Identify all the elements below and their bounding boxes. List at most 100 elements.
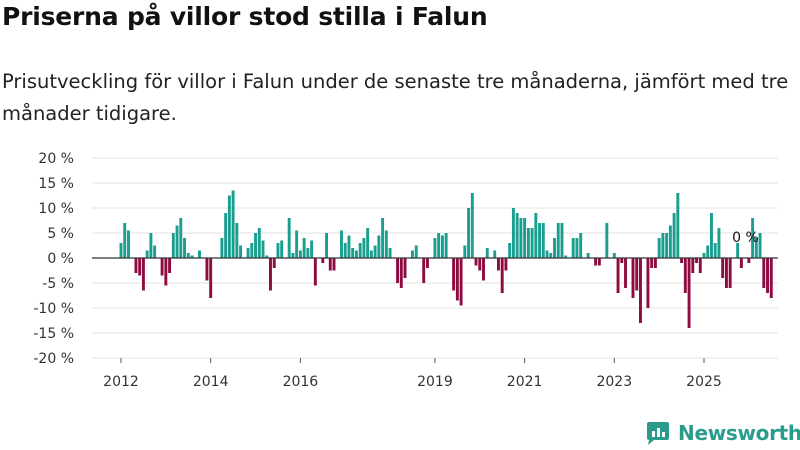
bar — [257, 228, 261, 258]
bar — [328, 258, 332, 271]
bar — [276, 243, 280, 258]
bar — [224, 213, 228, 258]
bar — [138, 258, 142, 276]
bar — [119, 243, 123, 258]
bar — [145, 250, 149, 258]
bar — [672, 213, 676, 258]
bar — [612, 253, 616, 258]
x-tick-label: 2019 — [417, 374, 453, 390]
bar — [325, 233, 328, 258]
y-tick-label: 5 % — [47, 226, 74, 242]
bar — [762, 258, 766, 288]
bar — [134, 258, 138, 273]
bar — [269, 258, 272, 291]
bar — [313, 258, 317, 286]
bar — [680, 258, 684, 263]
bar — [504, 258, 508, 271]
bar — [302, 238, 306, 258]
bar — [515, 213, 519, 258]
bar — [467, 208, 471, 258]
bar — [657, 238, 661, 258]
bar — [560, 223, 564, 258]
bar — [306, 248, 310, 258]
y-tick-label: -20 % — [33, 351, 74, 367]
bar — [227, 195, 231, 258]
bar — [153, 245, 157, 258]
bar — [272, 258, 276, 268]
bar — [766, 258, 769, 293]
bar — [265, 255, 269, 258]
bar — [646, 258, 650, 308]
bar — [470, 193, 474, 258]
bar — [724, 258, 728, 288]
y-tick-label: -5 % — [42, 276, 74, 292]
bar — [369, 250, 373, 258]
bar — [710, 213, 713, 258]
bar — [440, 235, 444, 258]
annotations: 0 % — [732, 230, 759, 246]
bar — [665, 233, 669, 258]
bar — [620, 258, 624, 263]
bar — [414, 245, 418, 258]
bar — [179, 218, 183, 258]
y-tick-label: 20 % — [38, 151, 74, 167]
bar — [190, 255, 194, 258]
bar — [769, 258, 773, 298]
bar — [246, 248, 250, 258]
bar — [661, 233, 665, 258]
bar — [500, 258, 504, 293]
bar — [235, 223, 239, 258]
bar — [668, 225, 672, 258]
bar — [474, 258, 478, 266]
bar — [291, 253, 295, 258]
bar — [343, 243, 347, 258]
x-tick-label: 2025 — [686, 374, 722, 390]
bar — [526, 228, 530, 258]
newsworthy-logo-icon — [647, 422, 669, 445]
bar — [747, 258, 751, 263]
bar — [597, 258, 601, 266]
bar — [511, 208, 515, 258]
bar — [605, 223, 609, 258]
bar — [478, 258, 482, 271]
bar — [758, 233, 762, 258]
bar — [168, 258, 172, 273]
bar — [295, 230, 299, 258]
bar — [549, 253, 553, 258]
bar — [399, 258, 403, 288]
bar — [534, 213, 538, 258]
bar — [160, 258, 164, 276]
bar — [358, 243, 362, 258]
y-tick-label: 10 % — [38, 201, 74, 217]
bar — [635, 258, 639, 291]
bar — [381, 218, 385, 258]
bar — [463, 245, 467, 258]
bar — [683, 258, 687, 293]
bar — [728, 258, 732, 288]
bar — [403, 258, 407, 278]
bar — [261, 240, 265, 258]
bar — [175, 225, 179, 258]
bar — [351, 248, 355, 258]
bar — [586, 253, 590, 258]
bar — [485, 248, 489, 258]
bar — [254, 233, 257, 258]
bar — [571, 238, 575, 258]
bar — [721, 258, 725, 278]
bar — [164, 258, 168, 286]
bar — [183, 238, 186, 258]
x-tick-label: 2016 — [283, 374, 319, 390]
annotation-last-value: 0 % — [732, 230, 759, 246]
bar — [347, 235, 351, 258]
bar — [459, 258, 463, 306]
bar — [493, 250, 497, 258]
bar — [650, 258, 654, 268]
bar — [362, 238, 366, 258]
bar — [624, 258, 627, 288]
bar — [545, 250, 549, 258]
bar — [123, 223, 127, 258]
newsworthy-logo-text: Newsworthy — [678, 421, 800, 445]
bar — [310, 240, 314, 258]
bars — [119, 190, 773, 328]
